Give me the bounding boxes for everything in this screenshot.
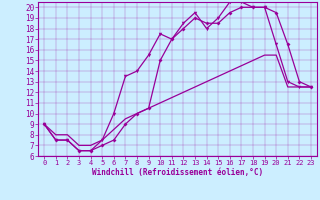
- X-axis label: Windchill (Refroidissement éolien,°C): Windchill (Refroidissement éolien,°C): [92, 168, 263, 177]
